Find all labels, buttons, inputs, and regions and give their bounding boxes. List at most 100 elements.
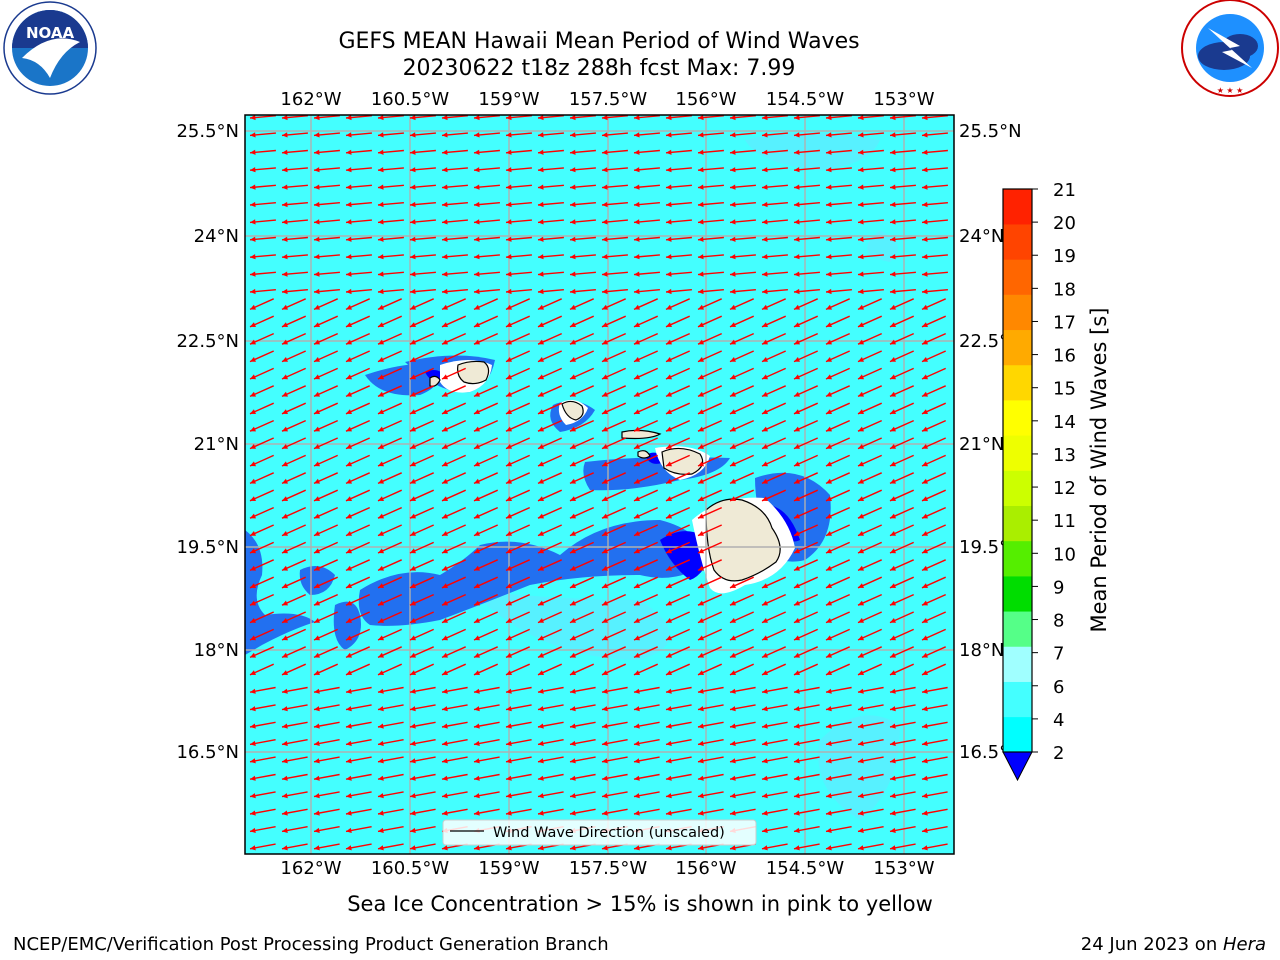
wind-vector-head [634, 339, 640, 345]
wind-vector-head [698, 444, 704, 449]
wind-vector-head [730, 391, 736, 397]
wind-vector-head [346, 845, 352, 851]
wind-vector-head [378, 409, 384, 414]
wind-vector-head [538, 374, 544, 380]
wind-vector-head [698, 339, 704, 345]
colorbar-band [1003, 576, 1032, 612]
wind-vector-head [762, 322, 768, 327]
wind-vector-head [346, 548, 352, 554]
islands [429, 360, 781, 582]
wind-vector-head [570, 618, 576, 623]
wind-vector-head [570, 201, 576, 208]
wind-vector-head [634, 478, 640, 484]
wind-vector-head [634, 374, 640, 380]
wind-vector-head [730, 132, 736, 138]
wind-vector-head [602, 758, 608, 764]
wind-vector-head [698, 288, 704, 295]
wind-vector-head [282, 496, 288, 501]
wind-vector-head [570, 583, 576, 588]
wind-vector-head [794, 496, 800, 501]
colorbar-band [1003, 224, 1032, 260]
island-lanai [637, 450, 651, 459]
wind-vector-head [890, 271, 896, 277]
colorbar-band [1003, 294, 1032, 331]
wind-vector-head [794, 600, 800, 606]
wind-vector-head [634, 706, 640, 712]
wind-vector-head [602, 167, 608, 173]
wind-vector-head [314, 374, 320, 380]
wind-vector-head [826, 304, 832, 310]
wind-vector-head [570, 288, 576, 295]
wind-vector-head [698, 775, 704, 781]
wind-vector-head [858, 357, 864, 362]
wind-vector-head [474, 548, 480, 554]
wind-vector-head [730, 461, 736, 467]
wind-vector-head [410, 409, 416, 414]
wind-vector-head [410, 670, 416, 675]
wind-vector-head [314, 444, 320, 449]
wind-vector-head [730, 583, 736, 588]
wind-vector-head [410, 339, 416, 345]
wind-vector-head [538, 115, 544, 121]
wind-vector-head [570, 478, 576, 484]
wind-vector-head [378, 288, 384, 295]
wind-vector-head [826, 618, 832, 623]
wind-vector-head [250, 740, 256, 746]
colorbar-band [1003, 470, 1032, 506]
wind-vector-head [794, 723, 800, 729]
wind-vector-head [506, 618, 512, 623]
wind-vector-head [282, 288, 288, 295]
wind-vector-head [666, 845, 672, 851]
wind-vector-head [666, 583, 672, 588]
wind-vector-head [570, 219, 576, 225]
lon-tick-label: 154.5°W [766, 89, 845, 110]
wind-vector-head [666, 775, 672, 781]
wind-vector-head [474, 478, 480, 484]
wind-vector-head [890, 478, 896, 484]
wind-vector-head [346, 409, 352, 414]
wind-vector-head [634, 513, 640, 519]
wind-vector-head [314, 461, 320, 467]
wind-vector-head [378, 600, 384, 606]
wind-vector-head [282, 600, 288, 606]
wind-vector-head [474, 322, 480, 327]
wind-vector-head [762, 583, 768, 588]
wind-vector-head [538, 391, 544, 397]
wind-vector-head [410, 810, 416, 816]
wind-vector-head [474, 513, 480, 519]
wind-vector-head [634, 288, 640, 295]
wind-vector-head [826, 496, 832, 501]
wind-vector-head [794, 426, 800, 432]
island-kauai [457, 360, 490, 385]
wind-vector-head [698, 600, 704, 606]
wind-vector-head [698, 461, 704, 467]
wind-vector-head [378, 271, 384, 277]
wind-vector-head [634, 461, 640, 467]
colorbar-tick-label: 14 [1053, 412, 1076, 433]
wind-vector-head [570, 845, 576, 851]
wind-vector-head [826, 219, 832, 225]
wind-vector-head [826, 132, 832, 138]
wind-vector-head [794, 670, 800, 675]
wind-vector-head [826, 322, 832, 327]
wind-vector-head [858, 201, 864, 208]
lon-ticks-top: 162°W 160.5°W 159°W 157.5°W 156°W 154.5°W 153°… [280, 89, 934, 110]
wind-vector-head [858, 478, 864, 484]
wind-vector-head [890, 635, 896, 641]
wind-vector-head [826, 513, 832, 519]
wind-vector-head [698, 219, 704, 225]
wind-vector-head [634, 391, 640, 397]
wind-vector-head [826, 600, 832, 606]
wind-vector-head [346, 688, 352, 694]
wind-vector-head [602, 496, 608, 501]
noaa-logo-icon: NOAA [0, 0, 100, 98]
wind-vector-head [602, 478, 608, 484]
wind-vector-head [922, 810, 928, 816]
lat-tick-label: 24°N [194, 226, 239, 247]
wind-vector-head [698, 149, 704, 155]
wind-vector-head [250, 115, 256, 121]
wind-vector-head [538, 426, 544, 432]
wind-vector-head [314, 583, 320, 588]
wind-vector-head [474, 496, 480, 501]
wind-vector-head [282, 167, 288, 173]
